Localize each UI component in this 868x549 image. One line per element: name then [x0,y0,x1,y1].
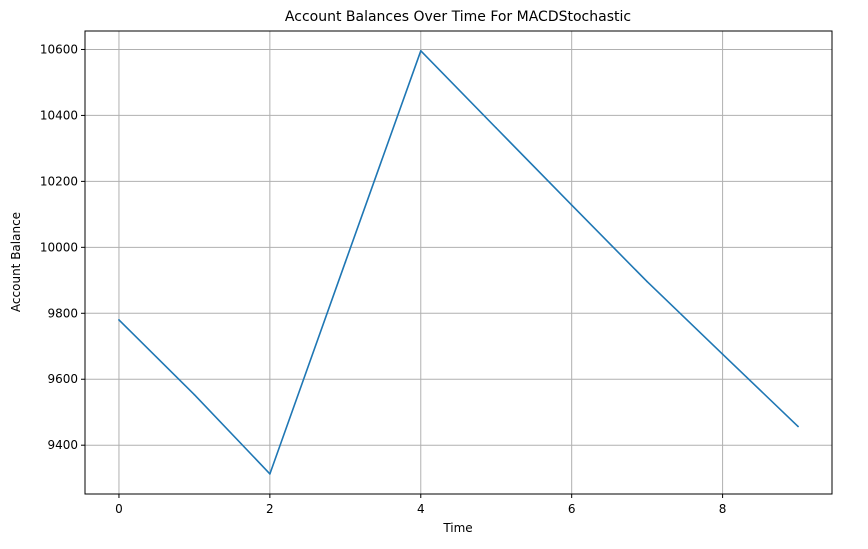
y-tick-label: 9800 [47,306,78,320]
data-point [646,280,648,283]
plot-area [84,30,833,495]
data-point [797,425,799,428]
y-tick-label: 10200 [40,174,78,188]
y-tick-label: 10400 [40,108,78,122]
y-tick-label: 10000 [40,240,78,254]
y-tick-label: 9400 [47,438,78,452]
x-axis-label: Time [442,521,472,535]
series-line [118,49,799,475]
data-point [344,261,347,263]
x-tick-label: 4 [417,502,425,516]
x-tick-label: 2 [266,502,274,516]
grid [85,31,832,494]
data-point [721,353,724,355]
y-axis-label: Account Balance [9,212,23,312]
y-axis-ticks: 9400 9600 9800 10000 10200 10400 10600 [40,42,85,452]
data-point [193,393,196,396]
data-point [419,49,422,52]
y-tick-label: 9600 [47,372,78,386]
x-tick-label: 6 [568,502,576,516]
y-tick-label: 10600 [40,42,78,56]
data-point [118,319,120,321]
x-tick-label: 8 [719,502,727,516]
series-layer [118,49,799,475]
chart-title: Account Balances Over Time For MACDStoch… [285,9,631,25]
x-axis-ticks: 0 2 4 6 8 [115,494,726,516]
data-point [269,473,271,475]
x-tick-label: 0 [115,502,123,516]
data-point [495,127,498,129]
data-point [570,204,573,206]
